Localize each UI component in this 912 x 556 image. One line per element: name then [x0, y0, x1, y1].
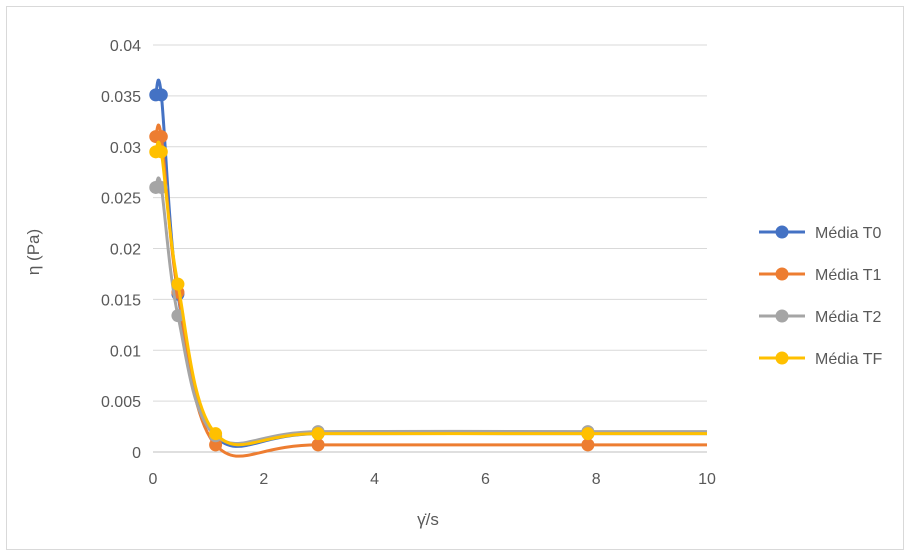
y-tick-label: 0 — [132, 445, 141, 462]
y-tick-label: 0.03 — [110, 140, 141, 157]
series-line — [154, 140, 707, 447]
legend-entry: Média T0 — [759, 225, 882, 242]
legend-label: Média TF — [815, 351, 883, 368]
data-point — [209, 438, 223, 452]
y-tick-label: 0.015 — [101, 292, 141, 309]
data-point — [581, 438, 595, 452]
chart-frame: 0 0.005 0.01 0.015 0.02 0.025 0.03 0.035 0.04 0 2 4… — [6, 6, 904, 550]
data-point — [209, 427, 223, 441]
x-tick-label: 8 — [592, 471, 601, 488]
y-axis-title: η (Pa) — [24, 229, 43, 275]
series-m-dia-t0 — [149, 78, 707, 448]
x-tick-label: 6 — [481, 471, 490, 488]
legend-entry: Média T1 — [759, 267, 882, 284]
data-point — [311, 427, 325, 441]
legend-label: Média T0 — [815, 225, 882, 242]
data-point — [154, 88, 168, 102]
data-point — [311, 438, 325, 452]
y-tick-label: 0.025 — [101, 191, 141, 208]
series-group — [149, 78, 707, 458]
gridlines — [153, 44, 707, 453]
line-chart: 0 0.005 0.01 0.015 0.02 0.025 0.03 0.035 0.04 0 2 4… — [24, 38, 883, 529]
legend-entry: Média TF — [759, 351, 883, 368]
series-m-dia-t1 — [149, 123, 707, 458]
y-tick-label: 0.01 — [110, 343, 141, 360]
series-line — [154, 123, 707, 458]
series-m-dia-tf — [149, 140, 707, 447]
data-point — [154, 145, 168, 159]
legend-marker — [775, 225, 789, 239]
data-point — [171, 277, 185, 291]
x-tick-label: 4 — [370, 471, 379, 488]
legend-marker — [775, 267, 789, 281]
x-tick-label: 2 — [259, 471, 268, 488]
series-m-dia-t2 — [149, 176, 707, 445]
series-line — [154, 78, 707, 448]
legend-label: Média T2 — [815, 309, 882, 326]
y-tick-label: 0.035 — [101, 89, 141, 106]
x-tick-label: 0 — [149, 471, 158, 488]
legend-marker — [775, 309, 789, 323]
legend-label: Média T1 — [815, 267, 882, 284]
data-point — [581, 427, 595, 441]
legend-entry: Média T2 — [759, 309, 882, 326]
series-line — [154, 176, 707, 445]
axes: 0 0.005 0.01 0.015 0.02 0.025 0.03 0.035 0.04 0 2 4… — [101, 38, 716, 488]
y-tick-label: 0.04 — [110, 38, 141, 55]
legend-marker — [775, 351, 789, 365]
data-point — [154, 130, 168, 144]
legend: Média T0 Média T1 Média T2 Média TF — [759, 225, 883, 368]
y-tick-label: 0.005 — [101, 394, 141, 411]
y-tick-label: 0.02 — [110, 242, 141, 259]
x-axis-title: γ̇/s — [417, 510, 439, 529]
x-tick-label: 10 — [698, 471, 716, 488]
